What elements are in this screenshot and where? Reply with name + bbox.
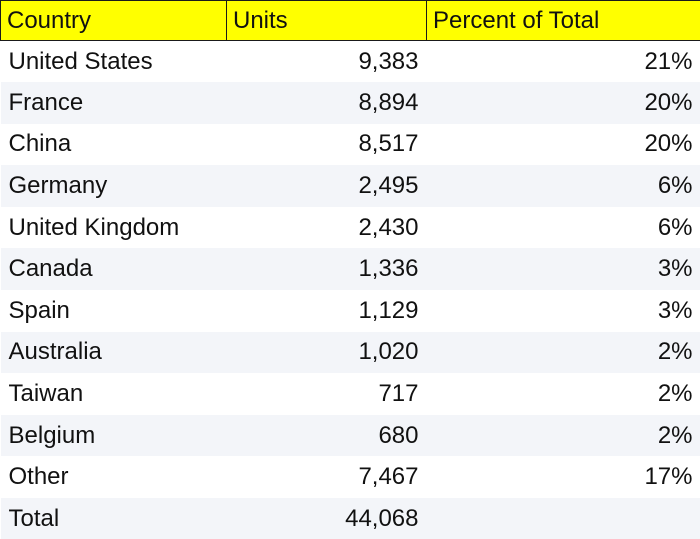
cell-units[interactable]: 1,129 (226, 290, 427, 332)
cell-percent[interactable]: 6% (426, 165, 700, 207)
cell-units[interactable]: 9,383 (226, 40, 427, 83)
table-row: United States 9,383 21% (0, 40, 700, 83)
cell-percent[interactable]: 2% (426, 414, 700, 457)
cell-percent[interactable]: 17% (426, 456, 700, 499)
cell-percent[interactable]: 20% (426, 82, 700, 124)
cell-country[interactable]: Taiwan (0, 373, 227, 415)
table-row: Canada 1,336 3% (0, 248, 700, 291)
table-row: Germany 2,495 6% (0, 165, 700, 207)
cell-country[interactable]: Canada (0, 248, 227, 291)
table-row: Taiwan 717 2% (0, 373, 700, 415)
cell-percent[interactable]: 3% (426, 290, 700, 332)
header-percent-of-total[interactable]: Percent of Total (426, 0, 700, 41)
cell-percent[interactable]: 3% (426, 248, 700, 291)
cell-units[interactable]: 1,020 (226, 331, 427, 374)
table-row: Belgium 680 2% (0, 414, 700, 457)
cell-country[interactable]: China (0, 123, 227, 166)
cell-total-label[interactable]: Total (0, 498, 227, 539)
cell-total-percent[interactable] (426, 498, 700, 539)
cell-units[interactable]: 8,517 (226, 123, 427, 166)
cell-units[interactable]: 2,495 (226, 165, 427, 207)
cell-units[interactable]: 680 (226, 414, 427, 457)
cell-total-units[interactable]: 44,068 (226, 498, 427, 539)
cell-country[interactable]: Belgium (0, 414, 227, 457)
table-row: China 8,517 20% (0, 123, 700, 166)
header-units[interactable]: Units (226, 0, 427, 41)
cell-percent[interactable]: 2% (426, 331, 700, 374)
cell-country[interactable]: Germany (0, 165, 227, 207)
table-row: Australia 1,020 2% (0, 331, 700, 374)
cell-percent[interactable]: 20% (426, 123, 700, 166)
cell-units[interactable]: 7,467 (226, 456, 427, 499)
cell-percent[interactable]: 21% (426, 40, 700, 83)
cell-country[interactable]: Other (0, 456, 227, 499)
cell-units[interactable]: 8,894 (226, 82, 427, 124)
cell-percent[interactable]: 6% (426, 206, 700, 249)
table-row: United Kingdom 2,430 6% (0, 206, 700, 249)
cell-country[interactable]: Australia (0, 331, 227, 374)
cell-country[interactable]: United Kingdom (0, 206, 227, 249)
cell-country[interactable]: Spain (0, 290, 227, 332)
total-row: Total 44,068 (0, 498, 700, 539)
table-row: France 8,894 20% (0, 82, 700, 124)
cell-units[interactable]: 2,430 (226, 206, 427, 249)
cell-units[interactable]: 717 (226, 373, 427, 415)
cell-units[interactable]: 1,336 (226, 248, 427, 291)
cell-country[interactable]: France (0, 82, 227, 124)
table-row: Spain 1,129 3% (0, 290, 700, 332)
table-row: Other 7,467 17% (0, 456, 700, 499)
cell-country[interactable]: United States (0, 40, 227, 83)
cell-percent[interactable]: 2% (426, 373, 700, 415)
header-country[interactable]: Country (0, 0, 227, 41)
header-row: Country Units Percent of Total (0, 0, 700, 41)
